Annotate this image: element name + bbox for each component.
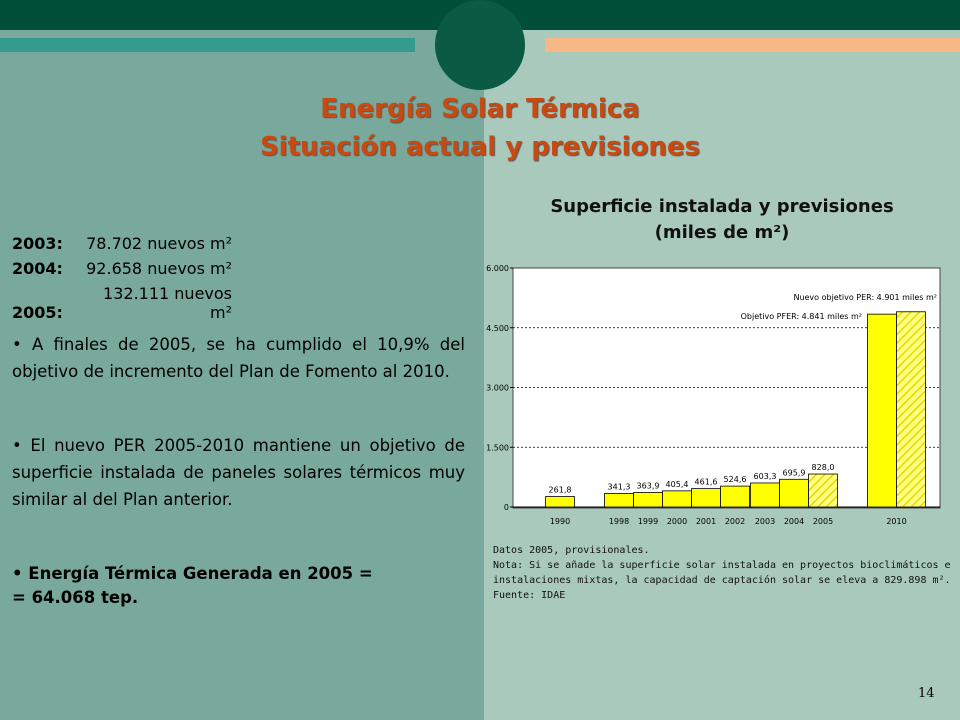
stat-value: 92.658 nuevos m² bbox=[86, 259, 232, 278]
bar bbox=[545, 496, 575, 508]
value-label: 603,3 bbox=[754, 472, 777, 481]
stat-year: 2005: bbox=[12, 303, 63, 322]
y-tick-label: 1.500 bbox=[486, 443, 509, 452]
bullet: • Energía Térmica Generada en 2005 = = 64… bbox=[12, 564, 373, 607]
value-label: 405,4 bbox=[666, 480, 689, 489]
stat-value: 132.111 nuevos m² bbox=[103, 284, 232, 322]
x-tick-label: 2000 bbox=[667, 517, 687, 526]
stat: 2005: 132.111 nuevos m² bbox=[12, 284, 232, 322]
x-tick-label: 1999 bbox=[638, 517, 658, 526]
x-tick-label: 2003 bbox=[755, 517, 775, 526]
bullet-text: Energía Térmica Generada en 2005 = bbox=[28, 564, 373, 583]
value-label: 363,9 bbox=[637, 482, 660, 491]
bar bbox=[604, 493, 634, 508]
bullet: • A finales de 2005, se ha cumplido el 1… bbox=[12, 335, 465, 381]
page-number: 14 bbox=[918, 686, 935, 701]
value-label: 524,6 bbox=[724, 475, 747, 484]
circle bbox=[435, 0, 525, 90]
stat: 2003: 78.702 nuevos m² bbox=[12, 234, 232, 253]
bar bbox=[720, 485, 750, 508]
stat-year: 2004: bbox=[12, 259, 63, 278]
y-tick-label: 3.000 bbox=[486, 384, 509, 393]
bullet-text: = 64.068 tep. bbox=[12, 588, 139, 607]
stat-value: 78.702 nuevos m² bbox=[86, 234, 232, 253]
x-tick-label: 2010 bbox=[886, 517, 906, 526]
bar bbox=[633, 492, 663, 508]
stat-year: 2003: bbox=[12, 234, 63, 253]
left-panel bbox=[0, 30, 484, 720]
y-tick-label: 4.500 bbox=[486, 324, 509, 333]
x-tick-label: 2005 bbox=[813, 517, 833, 526]
value-label: 695,9 bbox=[783, 468, 806, 477]
bar bbox=[691, 488, 721, 508]
bar bbox=[867, 313, 897, 508]
bar bbox=[750, 482, 780, 508]
stripe-left bbox=[0, 38, 415, 52]
bullet-text: El nuevo PER 2005-2010 mantiene un objet… bbox=[12, 436, 465, 509]
value-label: 341,3 bbox=[608, 482, 631, 491]
stripe-right bbox=[545, 38, 960, 52]
chart-title: (miles de m²) bbox=[654, 222, 790, 243]
y-tick-label: 0 bbox=[504, 503, 509, 512]
x-tick-label: 2004 bbox=[784, 517, 804, 526]
x-tick-label: 1990 bbox=[550, 517, 570, 526]
title-2: Situación actual y previsiones bbox=[259, 132, 701, 162]
annotation: Nuevo objetivo PER: 4.901 miles m² bbox=[793, 293, 937, 302]
bar bbox=[662, 490, 692, 508]
x-tick-label: 2002 bbox=[725, 517, 745, 526]
y-tick-label: 6.000 bbox=[486, 264, 509, 273]
x-tick-label: 2001 bbox=[696, 517, 716, 526]
bar bbox=[779, 478, 809, 508]
bar bbox=[808, 473, 838, 508]
chart-title: Superficie instalada y previsiones bbox=[550, 196, 894, 217]
x-tick-label: 1998 bbox=[609, 517, 629, 526]
value-label: 461,6 bbox=[695, 478, 718, 487]
note: Nota: Si se añade la superficie solar in… bbox=[493, 560, 951, 586]
title-1: Energía Solar Térmica bbox=[320, 94, 640, 124]
bar bbox=[896, 311, 926, 508]
stat: 2004: 92.658 nuevos m² bbox=[12, 259, 232, 278]
annotation: Objetivo PFER: 4.841 miles m² bbox=[741, 312, 862, 321]
bullet-text: A finales de 2005, se ha cumplido el 10,… bbox=[12, 335, 465, 381]
note: Fuente: IDAE bbox=[493, 590, 566, 601]
value-label: 828,0 bbox=[812, 463, 835, 472]
value-label: 261,8 bbox=[549, 486, 572, 495]
note: Datos 2005, provisionales. bbox=[493, 545, 650, 556]
bullet: • El nuevo PER 2005-2010 mantiene un obj… bbox=[12, 436, 465, 509]
